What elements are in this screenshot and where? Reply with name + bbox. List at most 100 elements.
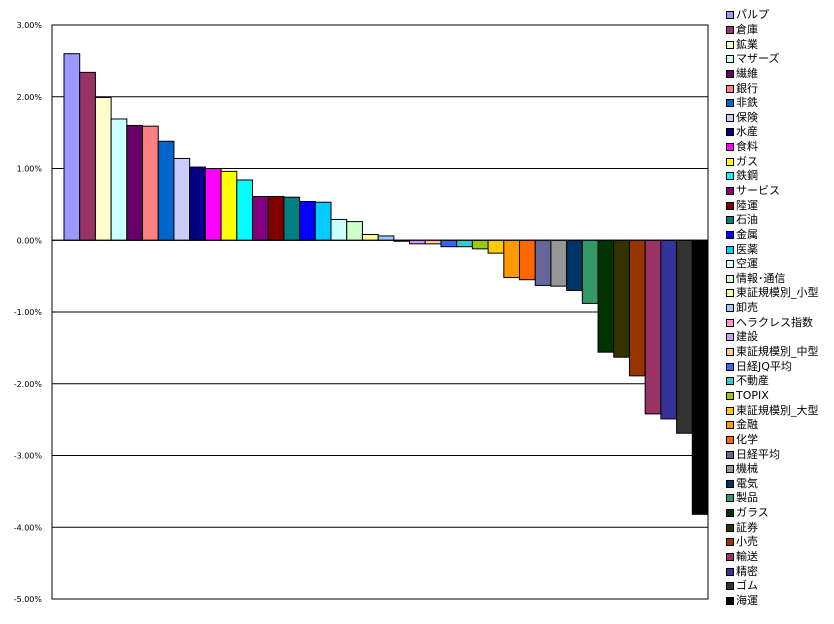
legend-item: TOPIX xyxy=(726,389,819,404)
bar-19 xyxy=(346,221,363,241)
bar-27 xyxy=(471,239,489,250)
legend-item: 鉱業 xyxy=(726,37,819,52)
legend-label: 東証規模別_大型 xyxy=(736,403,819,417)
legend-label: 日経平均 xyxy=(736,447,780,461)
bar-36 xyxy=(613,239,630,358)
bar-10 xyxy=(204,168,222,241)
legend-label: 卸売 xyxy=(736,301,758,315)
legend-item: 輸送 xyxy=(726,550,819,565)
legend-label: 電気 xyxy=(736,476,758,490)
legend-label: 倉庫 xyxy=(736,22,758,36)
legend-label: 空運 xyxy=(736,257,758,271)
legend-item: 日経JQ平均 xyxy=(726,359,819,374)
legend-item: 金融 xyxy=(726,418,819,433)
legend-label: 不動産 xyxy=(736,374,769,388)
legend-swatch xyxy=(726,435,734,444)
legend-label: 金属 xyxy=(736,227,758,241)
legend-label: TOPIX xyxy=(736,388,769,402)
legend-item: ヘラクレス指数 xyxy=(726,315,819,330)
legend-swatch xyxy=(726,494,734,503)
legend-item: 東証規模別_中型 xyxy=(726,345,819,360)
bar-23 xyxy=(409,239,426,245)
legend-item: 卸売 xyxy=(726,301,819,316)
legend-label: 陸運 xyxy=(736,198,758,212)
y-tick-label: -2.00% xyxy=(14,380,43,389)
legend-swatch xyxy=(726,567,734,576)
legend-swatch xyxy=(726,113,734,122)
bar-7 xyxy=(157,140,175,241)
legend-item: 小売 xyxy=(726,535,819,550)
y-tick-label: 0.00% xyxy=(17,236,43,245)
legend-item: 精密 xyxy=(726,564,819,579)
legend-item: 化学 xyxy=(726,433,819,448)
legend-label: マザーズ xyxy=(736,52,780,66)
legend-label: 保険 xyxy=(736,110,758,124)
bar-30 xyxy=(519,239,536,281)
legend-item: サービス xyxy=(726,184,819,199)
legend-item: 証券 xyxy=(726,520,819,535)
legend-label: 東証規模別_中型 xyxy=(736,345,819,359)
legend-swatch xyxy=(726,538,734,547)
bar-17 xyxy=(314,201,332,241)
y-tick-label: 2.00% xyxy=(17,93,43,102)
legend-label: サービス xyxy=(736,184,780,197)
legend-item: 製品 xyxy=(726,491,819,506)
bar-8 xyxy=(173,157,191,241)
legend-swatch xyxy=(726,553,734,562)
legend-item: 空運 xyxy=(726,257,819,272)
legend-label: 石油 xyxy=(736,213,758,227)
legend-item: 医薬 xyxy=(726,242,819,257)
legend-swatch xyxy=(726,582,734,591)
legend-item: 倉庫 xyxy=(726,23,819,38)
bar-6 xyxy=(142,125,159,241)
legend-swatch xyxy=(726,25,734,34)
legend-swatch xyxy=(726,362,734,371)
legend-item: 東証規模別_大型 xyxy=(726,403,819,418)
legend-item: ガラス xyxy=(726,506,819,521)
legend-item: 情報･通信 xyxy=(726,272,819,287)
y-tick-label: -4.00% xyxy=(14,523,43,532)
bar-2 xyxy=(79,71,96,241)
legend-swatch xyxy=(726,245,734,254)
legend: パルプ 倉庫 鉱業 マザーズ 繊維 銀行 非鉄 保険 水産 食料 ガス 鉄鋼 サービス 陸運 石油 金属 医薬空… xyxy=(726,8,819,608)
legend-label: 医薬 xyxy=(736,242,758,256)
bar-29 xyxy=(503,239,521,279)
legend-swatch xyxy=(726,479,734,488)
legend-label: 精密 xyxy=(736,564,758,578)
legend-label: 非鉄 xyxy=(736,96,758,110)
legend-label: ゴム xyxy=(736,579,758,593)
bar-41 xyxy=(691,239,709,515)
bar-28 xyxy=(487,239,505,254)
bar-25 xyxy=(440,239,458,248)
legend-item: ゴム xyxy=(726,579,819,594)
bar-37 xyxy=(628,239,646,377)
legend-swatch xyxy=(726,274,734,283)
legend-swatch xyxy=(726,157,734,166)
legend-item: パルプ xyxy=(726,8,819,23)
legend-swatch xyxy=(726,172,734,181)
legend-item: 鉄鋼 xyxy=(726,169,819,184)
legend-label: 東証規模別_小型 xyxy=(736,286,819,300)
bar-3 xyxy=(94,96,112,241)
bar-39 xyxy=(660,239,678,420)
legend-swatch xyxy=(726,128,734,137)
legend-item: 銀行 xyxy=(726,81,819,96)
legend-item: ガス xyxy=(726,154,819,169)
bar-24 xyxy=(424,239,442,245)
legend-swatch xyxy=(726,304,734,313)
legend-label: パルプ xyxy=(736,8,769,22)
legend-label: 証券 xyxy=(736,520,758,534)
legend-label: 食料 xyxy=(736,140,758,154)
legend-label: ヘラクレス指数 xyxy=(736,315,813,329)
bar-20 xyxy=(361,234,379,241)
legend-swatch xyxy=(726,11,734,20)
bar-9 xyxy=(189,166,206,241)
bar-13 xyxy=(251,195,269,241)
y-tick-label: -3.00% xyxy=(14,452,43,461)
legend-label: 海運 xyxy=(736,593,758,607)
legend-item: 海運 xyxy=(726,594,819,609)
legend-item: 食料 xyxy=(726,140,819,155)
legend-swatch xyxy=(726,143,734,152)
